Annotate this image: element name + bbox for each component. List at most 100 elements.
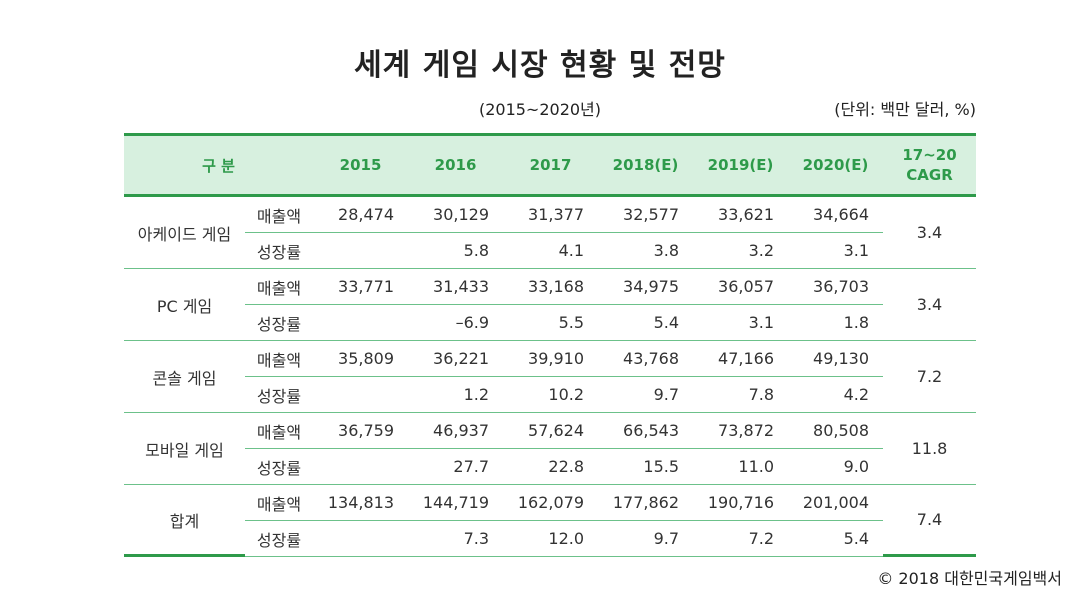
cagr-cell: 7.4 — [883, 485, 977, 557]
sales-cell: 36,057 — [693, 269, 789, 305]
sales-cell: 36,759 — [313, 413, 409, 449]
sales-cell: 177,862 — [598, 485, 694, 521]
table-body: 아케이드 게임 매출액 28,474 30,129 31,377 32,577 33,621… — [124, 197, 977, 557]
growth-cell — [313, 377, 409, 413]
metric-label-sales: 매출액 — [245, 341, 314, 377]
sales-cell: 33,621 — [693, 197, 789, 233]
sales-cell: 30,129 — [408, 197, 504, 233]
table-row: 아케이드 게임 매출액 28,474 30,129 31,377 32,577 33,621… — [124, 197, 977, 269]
cagr-cell: 3.4 — [883, 269, 977, 341]
growth-cell: 5.5 — [503, 305, 599, 341]
sales-cell: 162,079 — [503, 485, 599, 521]
table-row: 성장률 27.7 22.8 15.5 11.0 9.0 — [124, 449, 976, 485]
growth-cell: 9.0 — [788, 449, 884, 485]
growth-cell — [313, 233, 409, 269]
sales-cell: 80,508 — [788, 413, 884, 449]
header-year: 2018(E) — [598, 133, 694, 197]
sales-cell: 144,719 — [408, 485, 504, 521]
growth-cell: 7.3 — [408, 521, 504, 557]
row-category: PC 게임 — [124, 269, 245, 341]
table-row: 콘솔 게임 매출액 35,809 36,221 39,910 43,768 47,166 49… — [124, 341, 977, 413]
metric-label-sales: 매출액 — [245, 485, 314, 521]
growth-cell: 11.0 — [693, 449, 789, 485]
growth-cell: 10.2 — [503, 377, 599, 413]
sales-cell: 73,872 — [693, 413, 789, 449]
sales-cell: 36,221 — [408, 341, 504, 377]
header-year: 2020(E) — [788, 133, 884, 197]
sales-cell: 33,168 — [503, 269, 599, 305]
table-row: 성장률 –6.9 5.5 5.4 3.1 1.8 — [124, 305, 976, 341]
growth-cell: 22.8 — [503, 449, 599, 485]
header-cagr-label: CAGR — [906, 166, 953, 184]
sales-cell: 34,664 — [788, 197, 884, 233]
sales-cell: 66,543 — [598, 413, 694, 449]
sales-cell: 49,130 — [788, 341, 884, 377]
sales-cell: 46,937 — [408, 413, 504, 449]
row-category: 모바일 게임 — [124, 413, 245, 485]
sales-cell: 33,771 — [313, 269, 409, 305]
source-credit: © 2018 대한민국게임백서 — [877, 569, 1062, 588]
unit-label: (단위: 백만 달러, %) — [834, 100, 976, 119]
growth-cell — [313, 521, 409, 557]
metric-label-growth: 성장률 — [245, 521, 314, 557]
growth-cell: 27.7 — [408, 449, 504, 485]
header-year: 2019(E) — [693, 133, 789, 197]
metric-label-growth: 성장률 — [245, 449, 314, 485]
market-table: 구 분 2015 2016 2017 2018(E) 2019(E) 2020(… — [124, 133, 977, 557]
cagr-cell: 11.8 — [883, 413, 977, 485]
growth-cell — [313, 449, 409, 485]
metric-label-sales: 매출액 — [245, 269, 314, 305]
header-year: 2016 — [408, 133, 504, 197]
growth-cell: 3.2 — [693, 233, 789, 269]
growth-cell: 3.8 — [598, 233, 694, 269]
growth-cell: 9.7 — [598, 521, 694, 557]
period-label: (2015~2020년) — [478, 100, 602, 119]
table-row: 성장률 7.3 12.0 9.7 7.2 5.4 — [124, 521, 976, 557]
sales-cell: 35,809 — [313, 341, 409, 377]
table-row: PC 게임 매출액 33,771 31,433 33,168 34,975 36,057 36… — [124, 269, 977, 341]
growth-cell: 15.5 — [598, 449, 694, 485]
growth-cell: 9.7 — [598, 377, 694, 413]
sales-cell: 43,768 — [598, 341, 694, 377]
growth-cell: 5.8 — [408, 233, 504, 269]
sales-cell: 31,377 — [503, 197, 599, 233]
growth-cell: 7.2 — [693, 521, 789, 557]
sales-cell: 39,910 — [503, 341, 599, 377]
header-year: 2015 — [313, 133, 409, 197]
row-category: 합계 — [124, 485, 245, 557]
sales-cell: 57,624 — [503, 413, 599, 449]
growth-cell: 12.0 — [503, 521, 599, 557]
metric-label-sales: 매출액 — [245, 413, 314, 449]
sales-cell: 28,474 — [313, 197, 409, 233]
table-row: 성장률 1.2 10.2 9.7 7.8 4.2 — [124, 377, 976, 413]
metric-label-growth: 성장률 — [245, 233, 314, 269]
sales-cell: 34,975 — [598, 269, 694, 305]
header-cagr: 17~20 CAGR — [883, 133, 977, 197]
metric-label-sales: 매출액 — [245, 197, 314, 233]
growth-cell: 4.2 — [788, 377, 884, 413]
sales-cell: 201,004 — [788, 485, 884, 521]
row-category: 콘솔 게임 — [124, 341, 245, 413]
sales-cell: 134,813 — [313, 485, 409, 521]
growth-cell: –6.9 — [408, 305, 504, 341]
growth-cell: 4.1 — [503, 233, 599, 269]
table-header-row: 구 분 2015 2016 2017 2018(E) 2019(E) 2020(… — [124, 133, 977, 197]
page-title: 세계 게임 시장 현황 및 전망 — [354, 48, 726, 83]
growth-cell: 7.8 — [693, 377, 789, 413]
sales-cell: 32,577 — [598, 197, 694, 233]
metric-label-growth: 성장률 — [245, 305, 314, 341]
sales-cell: 31,433 — [408, 269, 504, 305]
table-row: 성장률 5.8 4.1 3.8 3.2 3.1 — [124, 233, 976, 269]
metric-label-growth: 성장률 — [245, 377, 314, 413]
header-cagr-range: 17~20 — [902, 146, 957, 164]
table-row: 합계 매출액 134,813 144,719 162,079 177,862 190,716… — [124, 485, 977, 557]
growth-cell — [313, 305, 409, 341]
sales-cell: 47,166 — [693, 341, 789, 377]
table-row: 모바일 게임 매출액 36,759 46,937 57,624 66,543 73,872 8… — [124, 413, 977, 485]
growth-cell: 3.1 — [788, 233, 884, 269]
sales-cell: 36,703 — [788, 269, 884, 305]
header-category: 구 분 — [124, 133, 314, 197]
growth-cell: 5.4 — [788, 521, 884, 557]
growth-cell: 3.1 — [693, 305, 789, 341]
header-year: 2017 — [503, 133, 599, 197]
